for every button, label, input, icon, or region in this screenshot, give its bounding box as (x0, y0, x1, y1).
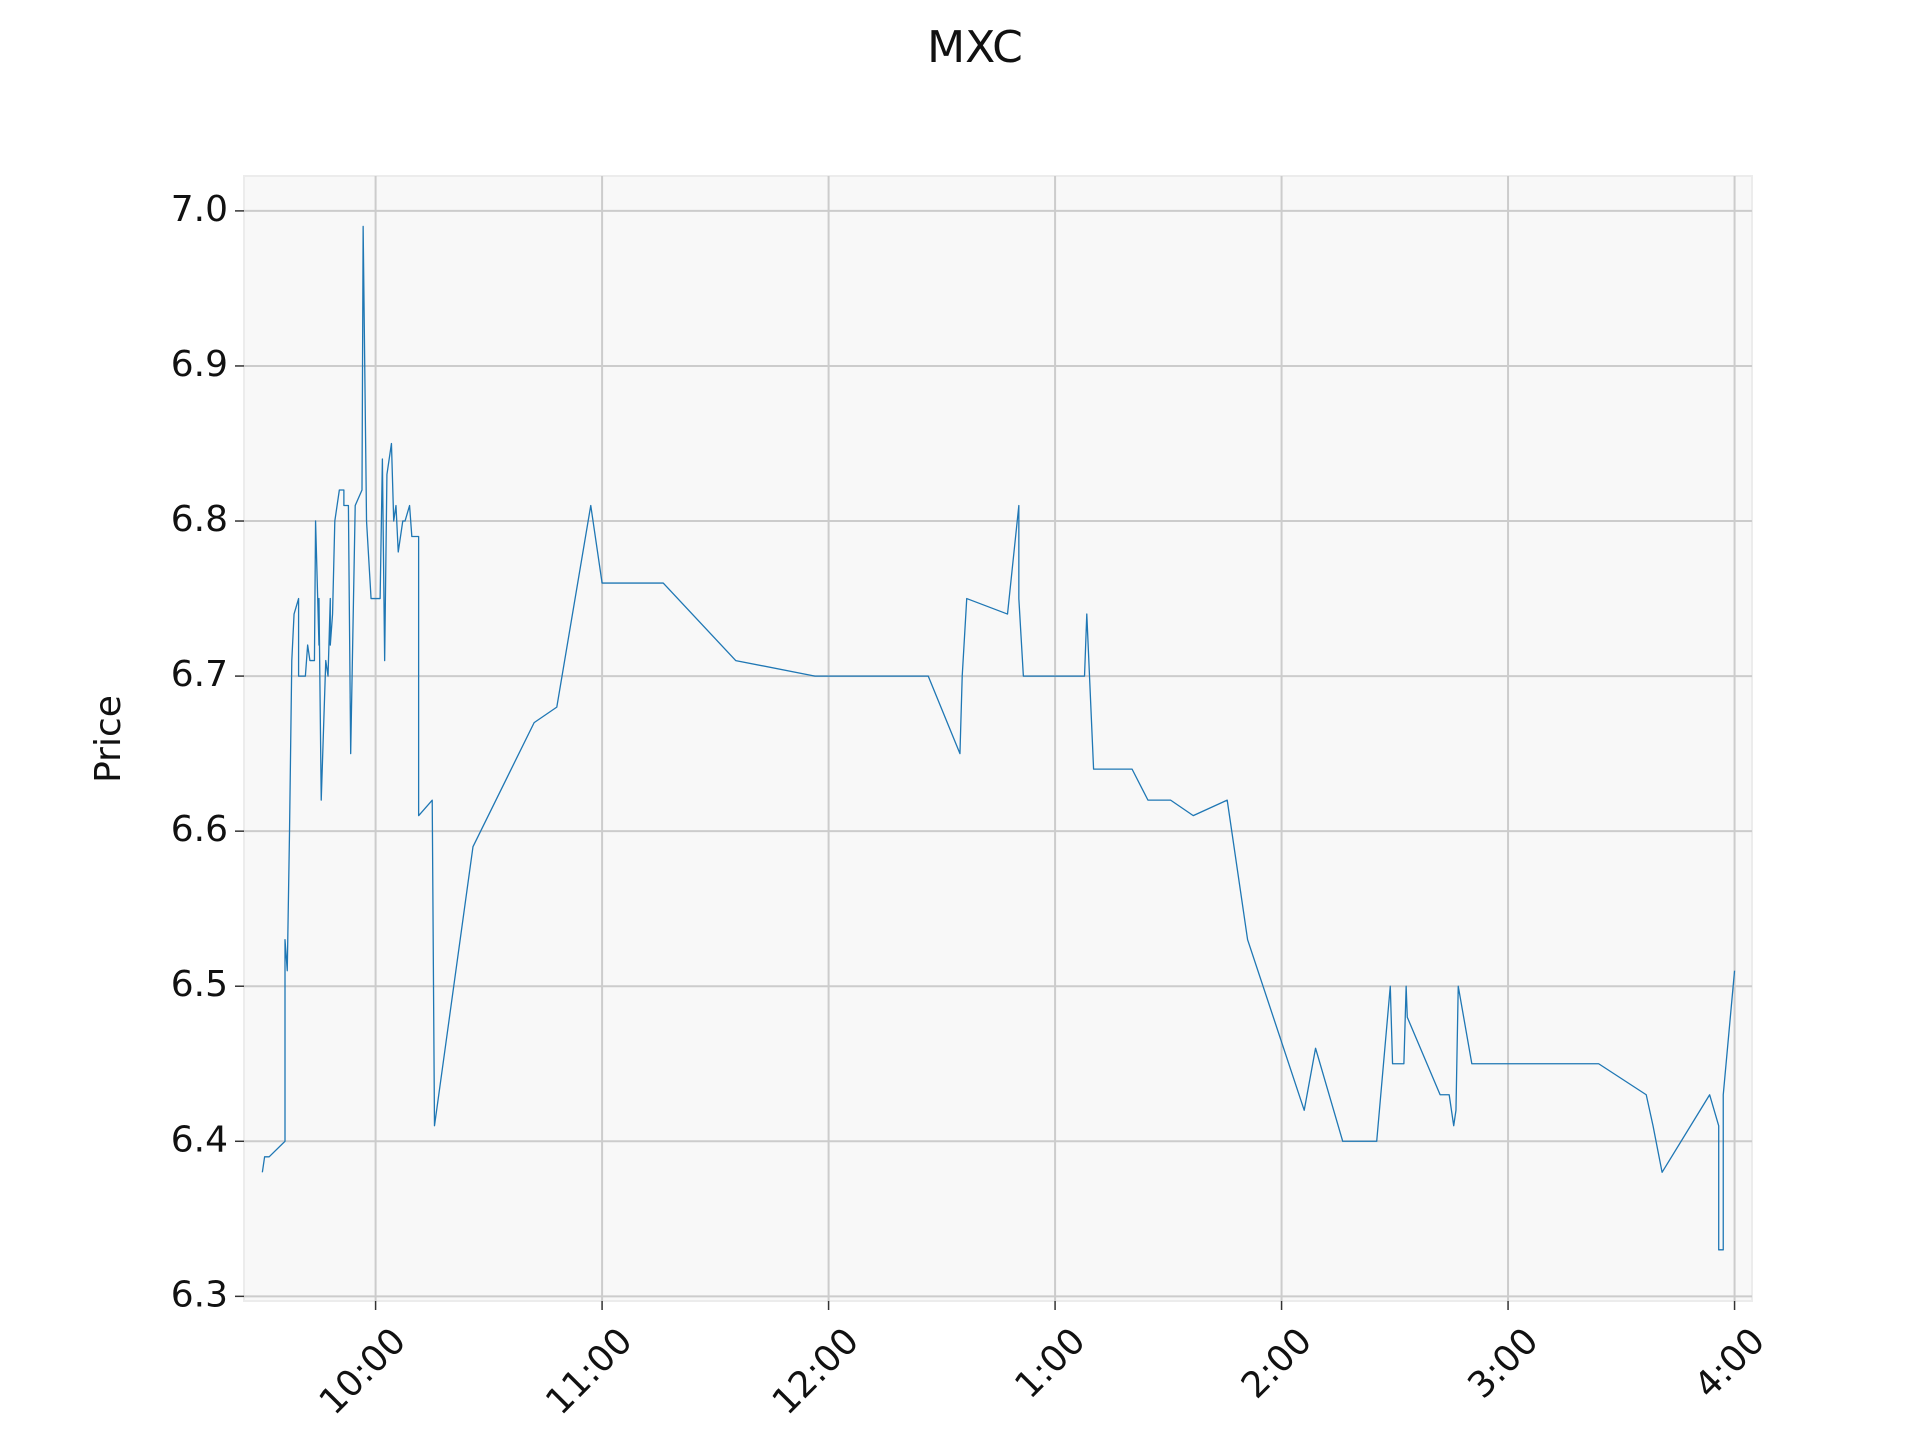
x-tick-label: 10:00 (312, 1320, 414, 1422)
y-axis-label: Price (88, 695, 129, 783)
x-tick-label: 3:00 (1460, 1320, 1546, 1406)
y-tick-label: 6.5 (171, 964, 228, 1005)
x-tick-label: 4:00 (1687, 1320, 1773, 1406)
price-line (261, 225, 1736, 1251)
x-tick-label: 2:00 (1234, 1320, 1320, 1406)
y-tick-label: 7.0 (171, 189, 228, 230)
y-tick-label: 6.9 (171, 344, 228, 385)
x-tick-label: 12:00 (765, 1320, 867, 1422)
y-tick-label: 6.4 (171, 1119, 228, 1160)
chart-title: MXC (927, 22, 1023, 73)
x-tick-label: 1:00 (1007, 1320, 1093, 1406)
x-tick-label: 11:00 (538, 1320, 640, 1422)
y-tick-label: 6.3 (171, 1274, 228, 1315)
y-tick-label: 6.6 (171, 809, 228, 850)
plot-area (243, 175, 1753, 1302)
y-tick-label: 6.7 (171, 654, 228, 695)
y-tick-label: 6.8 (171, 499, 228, 540)
